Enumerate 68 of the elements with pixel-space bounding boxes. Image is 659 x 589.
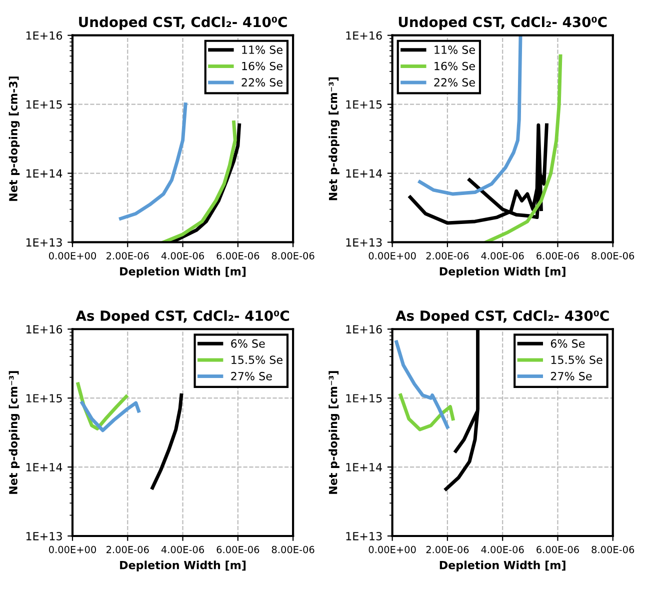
legend-label: 15.5% Se [232,356,282,364]
chart-title: Undoped CST, CdCl₂- 430⁰C [398,16,607,30]
x-tick-label: 4.00E-06 [481,252,524,260]
y-axis-title: Net p-doping [cm⁻³] [328,371,340,494]
x-tick-label: 2.00E-06 [426,252,469,260]
line-series [394,340,450,429]
line-series [119,102,188,220]
x-tick-label: 4.00E-06 [481,546,524,554]
chart-title: As Doped CST, CdCl₂- 410⁰C [76,310,289,324]
legend-label: 16% Se [242,62,282,70]
x-tick-label: 8.00E-06 [272,546,314,554]
x-tick-label: 6.00E-06 [216,546,260,554]
legend-label: 11% Se [434,46,475,54]
x-tick-label: 8.00E-06 [592,252,634,260]
chart-title: As Doped CST, CdCl₂- 430⁰C [396,310,609,324]
y-tick-label: 1E+13 [346,238,382,247]
y-tick-label: 1E+14 [26,463,62,472]
line-series [484,54,562,242]
y-tick-label: 1E+15 [26,100,62,109]
legend-label: 22% Se [434,78,475,87]
line-series [418,35,522,196]
line-series [162,120,237,242]
y-axis-title: Net p-doping [cm⁻³] [8,371,20,494]
y-tick-label: 1E+16 [346,31,382,40]
x-axis-title: Depletion Width [m] [440,560,566,572]
x-tick-label: 6.00E-06 [536,546,579,554]
x-tick-label: 6.00E-06 [216,252,260,260]
x-tick-label: 4.00E-06 [161,252,204,260]
x-axis-title: Depletion Width [m] [120,266,246,278]
y-tick-label: 1E+16 [26,31,62,40]
legend-label: 6% Se [231,339,265,348]
y-tick-label: 1E+15 [346,394,382,402]
y-tick-label: 1E+14 [346,463,382,472]
legend-label: 11% Se [242,46,282,54]
x-tick-label: 2.00E-06 [426,546,469,554]
x-axis-title: Depletion Width [m] [440,266,566,278]
y-axis-title: Net p-doping [cm-3] [8,76,20,201]
y-tick-label: 1E+16 [26,325,62,334]
legend-label: 6% Se [550,339,585,348]
legend-label: 15.5% Se [551,356,602,364]
x-tick-label: 4.00E-06 [161,546,204,554]
x-tick-label: 0.00E+00 [48,546,96,554]
line-series [150,393,184,490]
x-tick-label: 8.00E-06 [592,546,634,554]
legend-label: 27% Se [231,372,272,380]
y-tick-label: 1E+15 [26,394,62,402]
x-tick-label: 6.00E-06 [536,252,579,260]
x-tick-label: 8.00E-06 [272,252,314,260]
legend-label: 27% Se [550,372,592,380]
y-axis-title: Net p-doping [cm⁻³] [328,77,340,200]
y-tick-label: 1E+13 [346,532,382,540]
line-series [80,401,140,432]
y-tick-label: 1E+16 [346,325,382,334]
y-tick-label: 1E+14 [346,169,382,178]
x-tick-label: 0.00E+00 [368,546,416,554]
y-tick-label: 1E+14 [26,169,62,178]
x-tick-label: 0.00E+00 [48,252,96,260]
legend-label: 22% Se [242,78,282,87]
x-axis-title: Depletion Width [m] [120,560,246,572]
legend-label: 16% Se [434,62,475,70]
y-tick-label: 1E+13 [26,238,62,247]
chart-title: Undoped CST, CdCl₂- 410⁰C [79,16,287,30]
y-tick-label: 1E+13 [26,532,62,540]
x-tick-label: 2.00E-06 [106,546,149,554]
y-tick-label: 1E+15 [346,100,382,109]
x-tick-label: 2.00E-06 [106,252,149,260]
x-tick-label: 0.00E+00 [368,252,416,260]
line-series [398,393,455,432]
